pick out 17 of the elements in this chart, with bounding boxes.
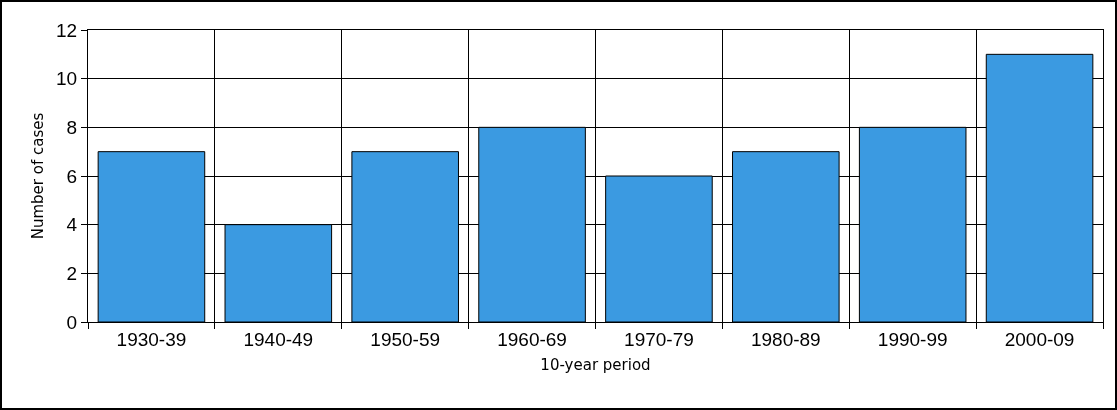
x-tick-label: 2000-09 <box>1004 328 1075 350</box>
y-tick-label: 0 <box>66 311 78 333</box>
x-tick-label: 1940-49 <box>243 328 314 350</box>
x-tick-label: 1980-89 <box>750 328 821 350</box>
x-tick-label: 1960-69 <box>497 328 567 350</box>
x-tick-label: 1950-59 <box>370 328 441 350</box>
y-tick-label: 2 <box>66 262 78 284</box>
y-tick-label: 12 <box>56 19 78 41</box>
x-tick-label: 1930-39 <box>116 328 187 350</box>
y-tick-label: 10 <box>56 68 78 90</box>
x-tick-label: 1990-99 <box>877 328 948 350</box>
y-tick-label: 4 <box>66 214 78 236</box>
y-tick-label: 8 <box>66 116 78 138</box>
y-axis-title: Number of cases <box>29 112 48 240</box>
y-tick-label: 6 <box>66 165 78 187</box>
x-tick-label: 1970-79 <box>624 328 694 350</box>
x-axis-title: 10-year period <box>540 355 651 374</box>
